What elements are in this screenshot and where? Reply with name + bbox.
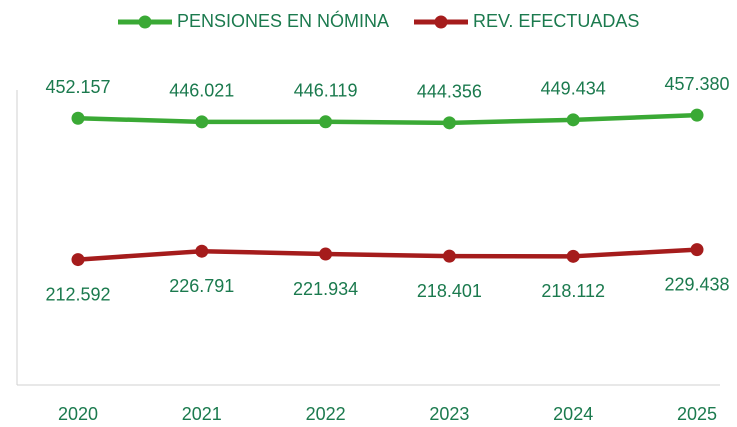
x-tick-label: 2025: [677, 404, 717, 424]
x-tick-label: 2020: [58, 404, 98, 424]
series-line: [77, 112, 698, 126]
data-point: [442, 249, 456, 263]
x-tick-label: 2024: [553, 404, 593, 424]
legend-marker: [138, 15, 152, 29]
data-point: [319, 247, 333, 261]
data-label: 221.934: [293, 279, 358, 299]
data-label: 444.356: [417, 82, 482, 102]
data-point: [690, 108, 704, 122]
x-tick-label: 2023: [429, 404, 469, 424]
data-label: 446.021: [169, 81, 234, 101]
legend-label: REV. EFECTUADAS: [473, 11, 639, 31]
data-point: [195, 115, 209, 129]
data-label: 218.112: [541, 281, 605, 301]
data-label: 452.157: [45, 77, 110, 97]
x-tick-label: 2022: [306, 404, 346, 424]
data-point: [71, 253, 85, 267]
data-point: [566, 249, 580, 263]
legend-marker: [434, 15, 448, 29]
data-point: [319, 115, 333, 129]
data-point: [195, 244, 209, 258]
data-label: 449.434: [541, 79, 606, 99]
data-label: 229.438: [664, 274, 729, 294]
x-tick-label: 2021: [182, 404, 222, 424]
data-point: [442, 116, 456, 130]
data-label: 226.791: [169, 276, 234, 296]
legend-label: PENSIONES EN NÓMINA: [177, 10, 389, 31]
data-label: 218.401: [417, 281, 482, 301]
data-point: [566, 113, 580, 127]
series-line: [77, 247, 698, 262]
data-label: 457.380: [664, 74, 729, 94]
data-label: 212.592: [45, 284, 110, 304]
data-label: 446.119: [294, 81, 358, 101]
data-point: [690, 243, 704, 257]
data-point: [71, 111, 85, 125]
